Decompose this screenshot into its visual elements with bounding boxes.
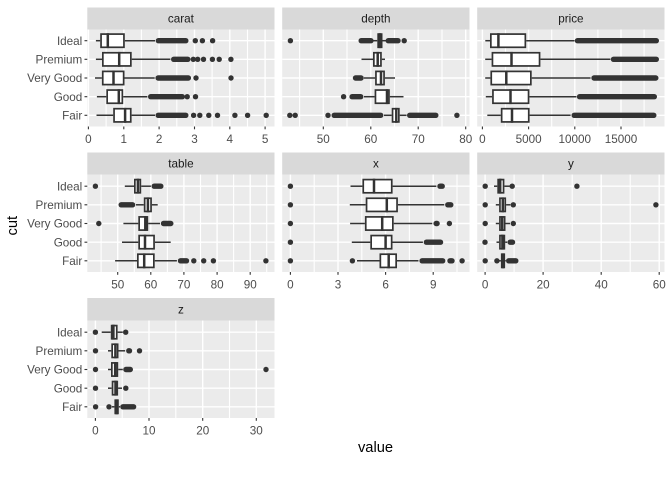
svg-text:z: z bbox=[178, 303, 184, 316]
svg-text:x: x bbox=[373, 158, 379, 171]
svg-text:15000: 15000 bbox=[605, 133, 638, 146]
svg-text:carat: carat bbox=[168, 13, 195, 26]
svg-text:Fair: Fair bbox=[62, 110, 82, 123]
svg-text:price: price bbox=[558, 13, 583, 26]
svg-text:5000: 5000 bbox=[516, 133, 543, 146]
svg-text:0: 0 bbox=[92, 425, 99, 438]
svg-text:y: y bbox=[568, 158, 574, 171]
svg-text:Very Good: Very Good bbox=[27, 72, 82, 85]
svg-text:10: 10 bbox=[142, 425, 156, 438]
svg-text:3: 3 bbox=[335, 279, 342, 292]
svg-text:Fair: Fair bbox=[62, 255, 82, 268]
svg-text:0: 0 bbox=[479, 133, 486, 146]
svg-text:80: 80 bbox=[459, 133, 473, 146]
svg-text:30: 30 bbox=[250, 425, 264, 438]
svg-text:value: value bbox=[358, 440, 393, 456]
svg-text:50: 50 bbox=[317, 133, 331, 146]
svg-text:1: 1 bbox=[121, 133, 128, 146]
svg-text:70: 70 bbox=[412, 133, 426, 146]
svg-text:90: 90 bbox=[244, 279, 258, 292]
svg-text:3: 3 bbox=[191, 133, 198, 146]
svg-text:Good: Good bbox=[54, 91, 83, 104]
svg-text:20: 20 bbox=[196, 425, 210, 438]
svg-text:Fair: Fair bbox=[62, 401, 82, 414]
svg-text:70: 70 bbox=[177, 279, 191, 292]
svg-text:Premium: Premium bbox=[36, 54, 83, 67]
svg-text:4: 4 bbox=[227, 133, 234, 146]
svg-text:10000: 10000 bbox=[559, 133, 592, 146]
svg-text:Good: Good bbox=[54, 236, 83, 249]
svg-text:6: 6 bbox=[382, 279, 389, 292]
svg-text:table: table bbox=[168, 158, 193, 171]
svg-text:20: 20 bbox=[537, 279, 551, 292]
svg-text:cut: cut bbox=[5, 216, 21, 236]
svg-text:60: 60 bbox=[364, 133, 378, 146]
svg-text:40: 40 bbox=[595, 279, 609, 292]
svg-text:Good: Good bbox=[54, 382, 83, 395]
svg-text:50: 50 bbox=[111, 279, 125, 292]
svg-text:Very Good: Very Good bbox=[27, 218, 82, 231]
svg-text:0: 0 bbox=[287, 279, 294, 292]
svg-text:Ideal: Ideal bbox=[57, 35, 82, 48]
svg-text:5: 5 bbox=[262, 133, 269, 146]
svg-text:Premium: Premium bbox=[36, 199, 83, 212]
svg-text:depth: depth bbox=[361, 13, 390, 26]
svg-text:Ideal: Ideal bbox=[57, 180, 82, 193]
svg-text:2: 2 bbox=[156, 133, 163, 146]
svg-text:Ideal: Ideal bbox=[57, 326, 82, 339]
svg-text:60: 60 bbox=[144, 279, 158, 292]
svg-text:0: 0 bbox=[85, 133, 92, 146]
svg-text:60: 60 bbox=[653, 279, 667, 292]
svg-text:Very Good: Very Good bbox=[27, 364, 82, 377]
svg-text:Premium: Premium bbox=[36, 345, 83, 358]
svg-text:80: 80 bbox=[211, 279, 225, 292]
svg-text:0: 0 bbox=[482, 279, 489, 292]
svg-text:9: 9 bbox=[430, 279, 437, 292]
